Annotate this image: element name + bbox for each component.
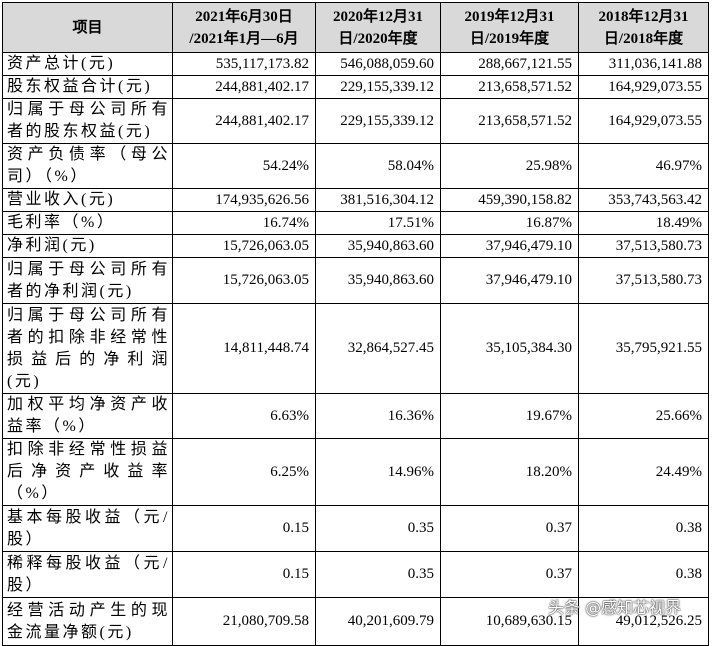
watermark: 头条 @感知芯视界	[548, 598, 682, 617]
cell-value: 0.15	[172, 551, 316, 598]
cell-value: 0.38	[578, 505, 709, 552]
cell-value: 381,516,304.12	[315, 188, 441, 212]
cell-value: 24.49%	[578, 438, 709, 506]
header-cell: 2020年12月31 日/2020年度	[315, 2, 441, 53]
header-cell: 2019年12月31 日/2019年度	[440, 2, 579, 53]
header-line: 2019年12月31	[464, 8, 555, 25]
cell-value: 6.25%	[172, 438, 316, 506]
cell-value: 546,088,059.60	[315, 52, 441, 76]
row-label: 经营活动产生的现金流量净额(元)	[2, 597, 173, 646]
header-line: 日/2019年度	[469, 30, 550, 47]
cell-value: 0.35	[315, 551, 441, 598]
cell-value: 14.96%	[315, 438, 441, 506]
table-row: 稀释每股收益（元/股） 0.15 0.35 0.37 0.38	[2, 551, 709, 598]
row-label: 扣除非经常性损益后净资产收益率（%）	[2, 438, 173, 506]
cell-value: 0.15	[172, 505, 316, 552]
cell-value: 35,940,863.60	[315, 234, 441, 258]
table-row: 归属于母公司所有者的净利润(元) 15,726,063.05 35,940,863.…	[2, 257, 709, 304]
row-label: 股东权益合计(元)	[2, 75, 173, 99]
cell-value: 37,513,580.73	[578, 257, 709, 304]
cell-value: 32,864,527.45	[315, 303, 441, 394]
row-label: 加权平均净资产收益率（%）	[2, 393, 173, 439]
cell-value: 25.98%	[440, 143, 579, 189]
cell-value: 15,726,063.05	[172, 234, 316, 258]
cell-value: 37,946,479.10	[440, 257, 579, 304]
row-label: 毛利率（%）	[2, 211, 173, 235]
cell-value: 37,513,580.73	[578, 234, 709, 258]
table-row: 毛利率（%） 16.74% 17.51% 16.87% 18.49%	[2, 211, 709, 235]
cell-value: 0.37	[440, 505, 579, 552]
header-line: 项目	[72, 19, 103, 36]
table-row: 资产负债率（母公司）（%） 54.24% 58.04% 25.98% 46.97%	[2, 143, 709, 189]
header-row: 项目 2021年6月30日/2021年1月—6月 2020年12月31 日/2020年…	[2, 2, 709, 53]
cell-value: 18.49%	[578, 211, 709, 235]
cell-value: 35,105,384.30	[440, 303, 579, 394]
row-label: 稀释每股收益（元/股）	[2, 551, 173, 598]
cell-value: 229,155,339.12	[315, 75, 441, 99]
cell-value: 213,658,571.52	[440, 98, 579, 144]
cell-value: 46.97%	[578, 143, 709, 189]
cell-value: 0.35	[315, 505, 441, 552]
row-label: 基本每股收益（元/股）	[2, 505, 173, 552]
cell-value: 17.51%	[315, 211, 441, 235]
cell-value: 353,743,563.42	[578, 188, 709, 212]
cell-value: 459,390,158.82	[440, 188, 579, 212]
cell-value: 35,795,921.55	[578, 303, 709, 394]
cell-value: 15,726,063.05	[172, 257, 316, 304]
cell-value: 213,658,571.52	[440, 75, 579, 99]
cell-value: 244,881,402.17	[172, 98, 316, 144]
cell-value: 16.87%	[440, 211, 579, 235]
table-row: 资产总计(元) 535,117,173.82 546,088,059.60 288,6…	[2, 52, 709, 76]
cell-value: 288,667,121.55	[440, 52, 579, 76]
row-label: 营业收入(元)	[2, 188, 173, 212]
table-row: 基本每股收益（元/股） 0.15 0.35 0.37 0.38	[2, 505, 709, 552]
header-line: 2021年6月30日	[195, 8, 293, 25]
table-row: 归属于母公司所有者的股东权益(元) 244,881,402.17 229,155,3…	[2, 98, 709, 144]
table-row: 营业收入(元) 174,935,626.56 381,516,304.12 459,3…	[2, 188, 709, 212]
cell-value: 19.67%	[440, 393, 579, 439]
cell-value: 229,155,339.12	[315, 98, 441, 144]
cell-value: 244,881,402.17	[172, 75, 316, 99]
cell-value: 54.24%	[172, 143, 316, 189]
table-row: 扣除非经常性损益后净资产收益率（%） 6.25% 14.96% 18.20% 24.49…	[2, 438, 709, 506]
table-row: 净利润(元) 15,726,063.05 35,940,863.60 37,946,4…	[2, 234, 709, 258]
cell-value: 6.63%	[172, 393, 316, 439]
cell-value: 35,940,863.60	[315, 257, 441, 304]
cell-value: 25.66%	[578, 393, 709, 439]
row-label: 归属于母公司所有者的股东权益(元)	[2, 98, 173, 144]
cell-value: 14,811,448.74	[172, 303, 316, 394]
cell-value: 174,935,626.56	[172, 188, 316, 212]
cell-value: 164,929,073.55	[578, 98, 709, 144]
table-row: 加权平均净资产收益率（%） 6.63% 16.36% 19.67% 25.66%	[2, 393, 709, 439]
row-label: 归属于母公司所有者的净利润(元)	[2, 257, 173, 304]
header-cell: 项目	[2, 2, 173, 53]
cell-value: 16.36%	[315, 393, 441, 439]
row-label: 归属于母公司所有者的扣除非经常性损益后的净利润(元)	[2, 303, 173, 394]
cell-value: 0.38	[578, 551, 709, 598]
cell-value: 164,929,073.55	[578, 75, 709, 99]
row-label: 资产负债率（母公司）（%）	[2, 143, 173, 189]
header-cell: 2018年12月31 日/2018年度	[578, 2, 709, 53]
header-line: /2021年1月—6月	[189, 30, 299, 47]
cell-value: 16.74%	[172, 211, 316, 235]
cell-value: 40,201,609.79	[315, 597, 441, 646]
cell-value: 535,117,173.82	[172, 52, 316, 76]
header-line: 2018年12月31	[598, 8, 689, 25]
cell-value: 37,946,479.10	[440, 234, 579, 258]
cell-value: 0.37	[440, 551, 579, 598]
cell-value: 21,080,709.58	[172, 597, 316, 646]
cell-value: 18.20%	[440, 438, 579, 506]
header-cell: 2021年6月30日/2021年1月—6月	[172, 2, 316, 53]
header-line: 日/2020年度	[338, 30, 418, 47]
table-row: 归属于母公司所有者的扣除非经常性损益后的净利润(元) 14,811,448.74 3…	[2, 303, 709, 394]
header-line: 2020年12月31	[332, 8, 423, 25]
header-line: 日/2018年度	[603, 30, 684, 47]
cell-value: 58.04%	[315, 143, 441, 189]
cell-value: 311,036,141.88	[578, 52, 709, 76]
row-label: 净利润(元)	[2, 234, 173, 258]
row-label: 资产总计(元)	[2, 52, 173, 76]
table-row: 股东权益合计(元) 244,881,402.17 229,155,339.12 213…	[2, 75, 709, 99]
